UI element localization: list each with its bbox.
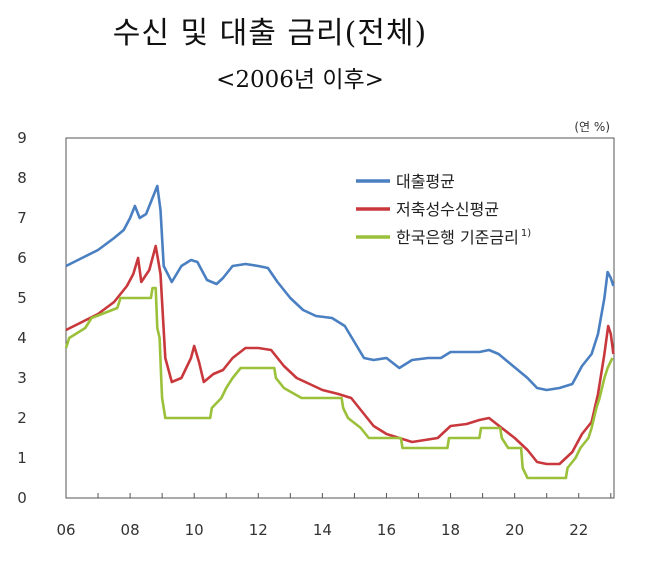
- chart-axes: [65, 137, 615, 499]
- x-tick-label: 10: [185, 521, 204, 539]
- plot-frame: [65, 137, 615, 499]
- y-tick-label: 8: [17, 169, 27, 187]
- x-tick-label: 12: [249, 521, 268, 539]
- legend-label: 한국은행 기준금리 1): [396, 228, 531, 247]
- legend-label: 저축성수신평균: [396, 200, 499, 219]
- y-tick-label: 6: [17, 249, 27, 267]
- y-tick-label: 2: [17, 409, 27, 427]
- series-lines: [64, 184, 615, 480]
- x-tick-label: 06: [56, 521, 75, 539]
- series-line-3: [64, 286, 614, 480]
- chart-title: 수신 및 대출 금리(전체): [112, 16, 428, 51]
- series-line-2: [65, 244, 615, 466]
- x-tick-label: 14: [313, 521, 332, 539]
- y-tick-label: 4: [17, 329, 27, 347]
- series-line-1: [65, 184, 615, 392]
- x-tick-label: 18: [441, 521, 460, 539]
- y-tick-labels: 0 1 2 3 4 5 6 7 8 9: [17, 129, 27, 507]
- y-tick-label: 3: [17, 369, 27, 387]
- chart-subtitle: <2006년 이후>: [216, 67, 384, 93]
- y-tick-label: 1: [17, 449, 27, 467]
- legend-label: 대출평균: [396, 172, 455, 191]
- x-tick-label: 20: [505, 521, 524, 539]
- y-tick-label: 7: [17, 209, 27, 227]
- y-tick-label: 9: [17, 129, 27, 147]
- x-tick-label: 16: [377, 521, 396, 539]
- y-tick-label: 5: [17, 289, 27, 307]
- unit-label: (연 %): [574, 120, 610, 134]
- x-tick-labels: 06 08 10 12 14 16 18 20 22: [56, 521, 588, 539]
- y-tick-label: 0: [17, 489, 27, 507]
- x-tick-label: 08: [121, 521, 140, 539]
- x-tick-label: 22: [569, 521, 588, 539]
